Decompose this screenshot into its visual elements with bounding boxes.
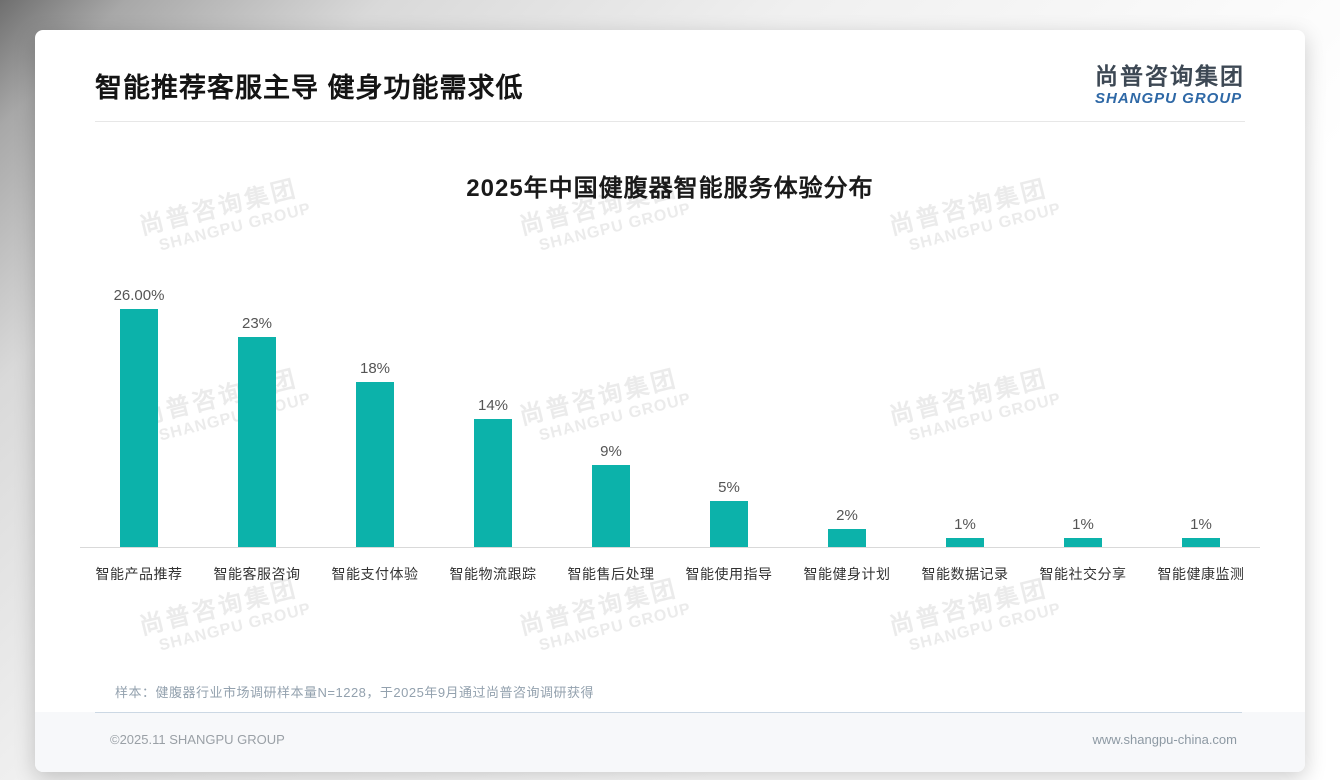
bar-value-label: 1% <box>1072 516 1094 533</box>
bar <box>1064 538 1102 547</box>
sample-note: 样本：健腹器行业市场调研样本量N=1228，于2025年9月通过尚普咨询调研获得 <box>115 685 595 700</box>
bar <box>238 337 276 547</box>
bar-value-label: 18% <box>359 360 391 377</box>
bar-cell: 9% <box>552 206 670 547</box>
bar <box>828 529 866 547</box>
bar-value-label: 2% <box>836 507 858 524</box>
category-label: 智能客服咨询 <box>213 566 301 582</box>
bar <box>356 382 394 547</box>
category-label: 智能健康监测 <box>1157 566 1245 582</box>
bar-value-label: 9% <box>600 443 622 460</box>
bar-cell: 18% <box>316 206 434 547</box>
bar <box>1182 538 1220 547</box>
chart-title: 2025年中国健腹器智能服务体验分布 <box>466 175 874 202</box>
page-title: 智能推荐客服主导 健身功能需求低 <box>95 73 524 103</box>
bar <box>474 419 512 547</box>
bar-value-label: 23% <box>241 315 273 332</box>
slide-footer: ©2025.11 SHANGPU GROUP www.shangpu-china… <box>35 712 1305 772</box>
bar-cell: 1% <box>1142 206 1260 547</box>
bar-cell: 5% <box>670 206 788 547</box>
slide-header: 智能推荐客服主导 健身功能需求低 尚普咨询集团 SHANGPU GROUP <box>35 30 1305 108</box>
bar-value-label: 5% <box>718 479 740 496</box>
website-url: www.shangpu-china.com <box>1092 731 1237 747</box>
bar-cell: 1% <box>1024 206 1142 547</box>
logo-english-text: SHANGPU GROUP <box>1095 90 1243 107</box>
bar-cell: 2% <box>788 206 906 547</box>
bar-cell: 26.00% <box>80 206 198 547</box>
bar-value-label: 1% <box>954 516 976 533</box>
bar-value-label: 14% <box>477 397 509 414</box>
bar <box>946 538 984 547</box>
bar-chart: 2025年中国健腹器智能服务体验分布 26.00% 23% 18% 14% 9% 5% 2%… <box>35 172 1305 584</box>
logo-chinese-text: 尚普咨询集团 <box>1095 63 1245 89</box>
bar-cell: 23% <box>198 206 316 547</box>
category-label: 智能物流跟踪 <box>449 566 537 582</box>
company-logo: 尚普咨询集团 SHANGPU GROUP <box>1095 62 1245 107</box>
category-label: 智能使用指导 <box>685 566 773 582</box>
bar-value-label: 26.00% <box>113 287 165 304</box>
header-divider <box>95 121 1245 122</box>
category-label: 智能售后处理 <box>567 566 655 582</box>
bar <box>592 465 630 547</box>
category-label: 智能产品推荐 <box>95 566 183 582</box>
bar-cell: 1% <box>906 206 1024 547</box>
category-label: 智能社交分享 <box>1039 566 1127 582</box>
category-label: 智能健身计划 <box>803 566 891 582</box>
bar <box>710 501 748 547</box>
chart-plot-area: 26.00% 23% 18% 14% 9% 5% 2% 1% 1% 1% <box>80 206 1260 548</box>
bar-cell: 14% <box>434 206 552 547</box>
category-label: 智能支付体验 <box>331 566 419 582</box>
category-label: 智能数据记录 <box>921 566 1009 582</box>
bar <box>120 309 158 547</box>
bar-value-label: 1% <box>1190 516 1212 533</box>
footer-divider <box>95 712 1242 713</box>
copyright-text: ©2025.11 SHANGPU GROUP <box>110 731 285 747</box>
chart-category-axis: 智能产品推荐 智能客服咨询 智能支付体验 智能物流跟踪 智能售后处理 智能使用指导 智能健身… <box>80 548 1260 584</box>
slide-card: 尚普咨询集团 SHANGPU GROUP 尚普咨询集团 SHANGPU GROUP 尚普… <box>35 30 1305 772</box>
